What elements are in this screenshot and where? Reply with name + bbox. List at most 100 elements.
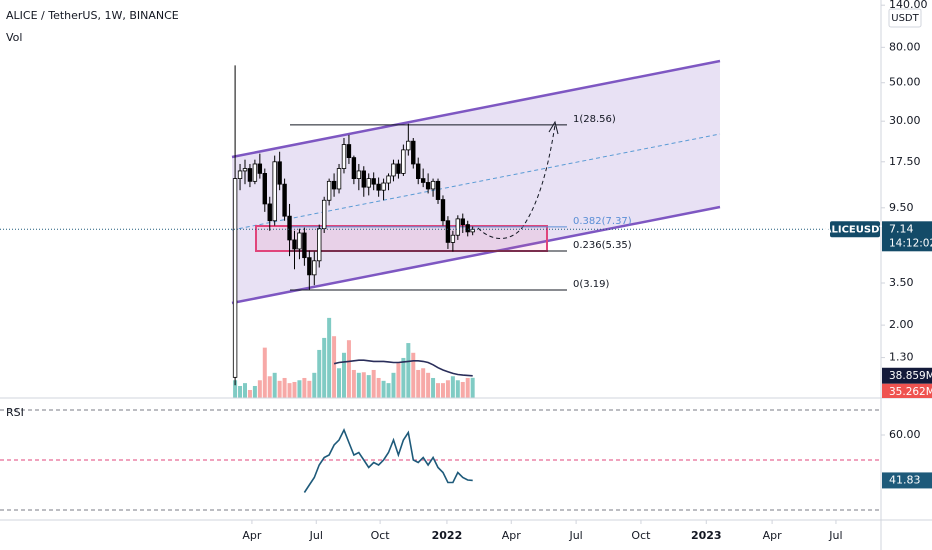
candle-body <box>455 218 461 236</box>
candle-body <box>267 203 272 222</box>
candle-body <box>381 182 386 191</box>
volume-bar <box>460 381 465 398</box>
volume-ma-label: 38.859M <box>889 370 932 382</box>
volume-bar <box>386 383 391 398</box>
volume-bar <box>341 352 346 398</box>
symbol-box <box>830 221 880 238</box>
candle-body <box>460 218 465 226</box>
candle-body <box>465 224 470 233</box>
candle-body <box>430 180 436 190</box>
candle-body <box>297 232 302 250</box>
candle-body <box>411 140 416 165</box>
candle-body <box>292 239 297 250</box>
candle-body <box>326 180 332 201</box>
volume-bar <box>327 317 332 398</box>
candle-body <box>302 232 307 259</box>
candle-body <box>341 144 347 169</box>
candle-body <box>331 180 337 190</box>
y-tick-label: 30.00 <box>889 114 921 127</box>
candle-body <box>312 260 317 276</box>
candle-body <box>366 178 371 188</box>
y-tick-label: 17.50 <box>889 155 921 168</box>
symbol-title: ALICE / TetherUS, 1W, BINANCE <box>6 9 179 22</box>
volume-bar <box>307 380 312 398</box>
symbol-label: ALICEUSDT <box>824 224 887 235</box>
volume-bar <box>406 343 411 398</box>
x-tick-label: 2023 <box>691 529 722 542</box>
y-tick-label: 140.00 <box>889 0 928 11</box>
rsi-box <box>882 472 932 489</box>
candle-body <box>450 234 456 243</box>
volume-bar <box>252 385 257 398</box>
x-tick-label: Apr <box>242 529 262 542</box>
volume-bar <box>351 369 356 398</box>
rsi-pane <box>0 409 880 511</box>
channel-lower <box>231 205 721 305</box>
candle-body <box>401 149 406 174</box>
candle-body <box>272 161 277 222</box>
fib-label: 0(3.19) <box>573 279 610 290</box>
candle-body <box>277 161 282 185</box>
volume-bar <box>431 377 436 398</box>
volume-bar <box>371 369 376 398</box>
volume-bar <box>322 337 327 398</box>
volume-bar <box>465 377 470 398</box>
volume-label: Vol <box>6 31 22 44</box>
x-tick-label: Jul <box>828 529 842 542</box>
volume-value-box <box>882 383 932 398</box>
arrow-head <box>548 120 559 135</box>
x-tick-label: Jul <box>568 529 582 542</box>
x-tick-label: Oct <box>631 529 651 542</box>
candle-body <box>416 163 421 179</box>
volume-bar <box>356 372 361 398</box>
rsi-label: RSI <box>6 406 24 419</box>
currency-box[interactable] <box>888 8 922 28</box>
volume-bar <box>455 380 460 398</box>
price-box <box>882 221 932 252</box>
countdown-label: 14:12:02 <box>889 237 932 249</box>
candle-body <box>361 170 366 188</box>
x-tick-label: Apr <box>763 529 783 542</box>
candle-body <box>356 170 362 179</box>
candle-body <box>287 215 292 241</box>
y-tick-label: 2.00 <box>889 318 914 331</box>
x-tick-label: Jul <box>309 529 323 542</box>
volume-bar <box>277 380 282 398</box>
rsi-tick-label: 60.00 <box>889 428 921 441</box>
volume-bar <box>361 372 366 398</box>
volume-bar <box>440 383 445 398</box>
volume-bar <box>238 385 243 398</box>
volume-bar <box>297 380 302 398</box>
volume-bar <box>312 372 317 398</box>
candle-body <box>376 183 381 191</box>
candle-body <box>252 163 258 182</box>
volume-bar <box>381 380 386 398</box>
candle-body <box>317 228 322 262</box>
volume-bar <box>346 340 351 398</box>
volume-bar <box>366 375 371 398</box>
candle-body <box>351 157 357 179</box>
volume-bar <box>282 377 287 398</box>
volume-bar <box>262 347 267 398</box>
volume-bar <box>267 376 272 398</box>
volume-bar <box>426 372 431 398</box>
y-tick-label: 80.00 <box>889 40 921 53</box>
candle-body <box>440 199 446 222</box>
volume-bar <box>416 369 421 398</box>
channel-upper <box>231 59 721 159</box>
currency-label[interactable]: USDT <box>891 13 919 24</box>
candle-body <box>336 168 342 190</box>
candle-body <box>346 144 352 159</box>
y-tick-label: 50.00 <box>889 76 921 89</box>
y-tick-label: 3.50 <box>889 276 914 289</box>
candle-body <box>282 183 287 217</box>
x-tick-label: Oct <box>371 529 391 542</box>
volume-bar <box>317 349 322 398</box>
candle-body <box>307 257 312 276</box>
candle-body <box>435 180 441 200</box>
volume-bar <box>302 377 307 398</box>
candle-body <box>237 170 243 179</box>
candle-body <box>262 172 267 205</box>
volume-value-label: 35.262M <box>889 386 932 398</box>
volume-ma-box <box>882 367 932 384</box>
